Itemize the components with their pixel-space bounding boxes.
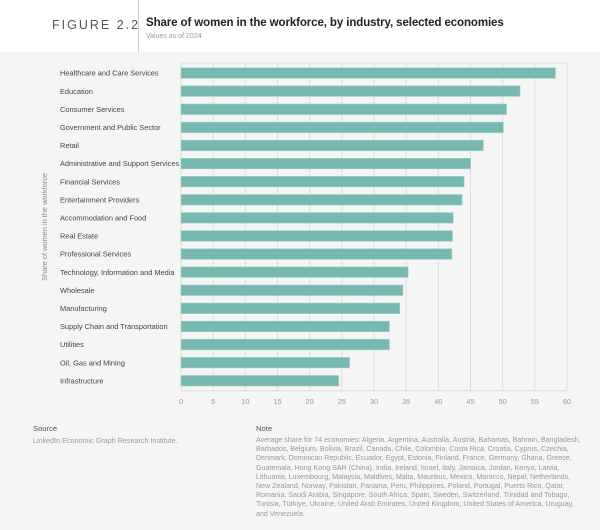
category-label: Consumer Services [60,105,125,114]
bar [180,284,404,296]
category-label: Entertainment Providers [60,195,140,204]
header-divider [138,0,139,52]
x-tick-label: 50 [499,397,507,406]
chart-subtitle: Values as of 2024 [146,33,202,40]
bar [180,302,401,314]
category-label: Healthcare and Care Services [60,69,159,78]
x-tick-label: 60 [563,397,571,406]
bar [180,320,390,333]
bar [180,212,454,224]
bar [180,357,350,369]
category-label: Infrastructure [60,376,104,385]
note-title: Note [256,424,273,433]
bar [180,338,390,351]
source-title: Source [33,424,58,433]
x-tick-label: 40 [434,397,442,406]
note-text: Average share for 74 economies: Algeria,… [256,436,581,518]
y-axis-label: Share of women in the workforce [40,173,49,281]
category-labels: Healthcare and Care Services Education Con… [60,69,179,386]
bar [180,158,471,170]
category-label: Supply Chain and Transportation [60,322,168,331]
bar [180,121,504,133]
x-tick-label: 55 [531,397,539,406]
grid-layer [180,62,568,392]
category-label: Real Estate [60,232,98,241]
figure-header: FIGURE 2.2 Share of women in the workfor… [0,0,600,52]
bar [180,139,484,151]
x-tick-label: 35 [402,397,410,406]
bar [180,266,409,278]
x-tick-label: 30 [370,397,378,406]
x-tick-label: 20 [306,397,314,406]
bar-chart: Healthcare and Care Services Education Con… [40,62,571,406]
category-label: Oil, Gas and Mining [60,358,125,367]
category-label: Government and Public Sector [60,123,161,132]
bar [180,375,339,387]
category-label: Manufacturing [60,304,107,313]
bar [180,230,453,242]
category-label: Administrative and Support Services [60,159,179,168]
x-tick-label: 15 [273,397,281,406]
category-label: Professional Services [60,250,131,259]
x-tick-label: 25 [338,397,346,406]
x-tick-label: 45 [466,397,474,406]
bar [180,85,521,97]
x-tick-label: 5 [211,397,215,406]
source-text: LinkedIn Economic Graph Research Institu… [33,436,178,445]
bar [180,67,556,79]
category-label: Technology, Information and Media [60,268,175,277]
category-label: Retail [60,141,79,150]
bar [180,103,507,115]
category-label: Utilities [60,340,84,349]
category-label: Education [60,87,93,96]
x-tick-label: 0 [179,397,183,406]
x-tick-label: 10 [241,397,249,406]
x-tick-labels: 0 5 10 15 20 25 30 35 40 45 50 55 60 [179,397,571,406]
category-label: Accommodation and Food [60,213,146,222]
chart-title: Share of women in the workforce, by indu… [146,17,504,29]
bar [180,194,463,206]
bar-layer [180,67,556,387]
category-label: Wholesale [60,286,95,295]
figure-label: FIGURE 2.2 [52,18,141,32]
category-label: Financial Services [60,177,120,186]
bar [180,176,465,188]
bar [180,248,453,260]
